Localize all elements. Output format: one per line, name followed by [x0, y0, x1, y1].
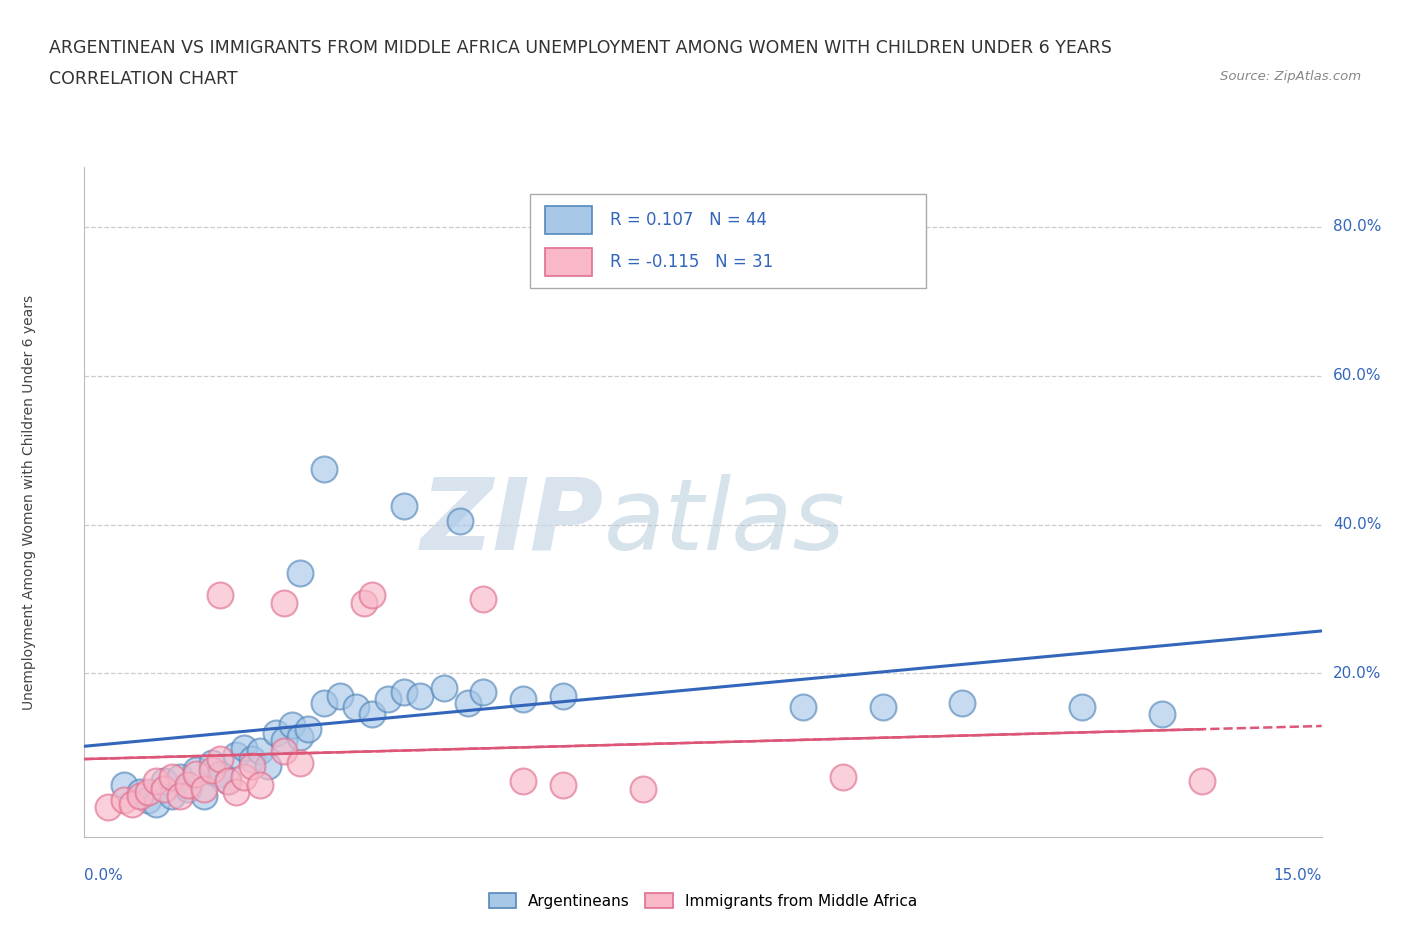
Point [512, 774, 534, 789]
Point [360, 588, 382, 603]
Point [225, 785, 247, 800]
Text: ARGENTINEAN VS IMMIGRANTS FROM MIDDLE AFRICA UNEMPLOYMENT AMONG WOMEN WITH CHILD: ARGENTINEAN VS IMMIGRANTS FROM MIDDLE AF… [49, 39, 1112, 57]
FancyBboxPatch shape [544, 206, 592, 234]
Point [121, 796, 143, 811]
Point [169, 789, 191, 804]
Point [377, 692, 399, 707]
Point [169, 770, 191, 785]
Text: 40.0%: 40.0% [1333, 517, 1381, 532]
Point [153, 781, 176, 796]
Point [184, 763, 207, 777]
Point [217, 774, 239, 789]
Text: ZIP: ZIP [420, 473, 605, 571]
Point [553, 777, 575, 792]
Point [831, 770, 853, 785]
Text: CORRELATION CHART: CORRELATION CHART [49, 70, 238, 87]
Point [344, 699, 367, 714]
Point [112, 792, 135, 807]
Point [249, 777, 271, 792]
Point [472, 684, 495, 699]
Point [512, 692, 534, 707]
Point [392, 684, 415, 699]
Point [160, 770, 183, 785]
Point [408, 688, 430, 703]
Point [209, 751, 232, 766]
Point [631, 781, 654, 796]
Text: R = 0.107   N = 44: R = 0.107 N = 44 [610, 211, 768, 230]
FancyBboxPatch shape [530, 194, 925, 288]
Point [160, 789, 183, 804]
Point [177, 777, 200, 792]
Point [177, 781, 200, 796]
Text: R = -0.115   N = 31: R = -0.115 N = 31 [610, 253, 773, 271]
Text: Unemployment Among Women with Children Under 6 years: Unemployment Among Women with Children U… [21, 295, 35, 710]
Point [288, 755, 311, 770]
Point [329, 688, 352, 703]
Point [201, 763, 224, 777]
Point [360, 707, 382, 722]
Point [288, 565, 311, 580]
Point [392, 498, 415, 513]
Point [184, 766, 207, 781]
Point [249, 744, 271, 759]
Point [217, 774, 239, 789]
Point [153, 774, 176, 789]
Point [193, 781, 215, 796]
Text: 0.0%: 0.0% [84, 868, 124, 883]
FancyBboxPatch shape [544, 247, 592, 275]
Point [209, 766, 232, 781]
Point [457, 696, 479, 711]
Point [129, 789, 152, 804]
Point [312, 696, 335, 711]
Point [792, 699, 814, 714]
Point [312, 461, 335, 476]
Point [145, 774, 167, 789]
Point [264, 725, 287, 740]
Point [1150, 707, 1173, 722]
Point [225, 748, 247, 763]
Point [297, 722, 319, 737]
Point [136, 785, 159, 800]
Point [273, 595, 295, 610]
Point [288, 729, 311, 744]
Point [209, 588, 232, 603]
Point [240, 759, 263, 774]
Point [472, 591, 495, 606]
Text: 80.0%: 80.0% [1333, 219, 1381, 234]
Point [273, 733, 295, 748]
Point [353, 595, 375, 610]
Text: 15.0%: 15.0% [1274, 868, 1322, 883]
Point [233, 770, 256, 785]
Point [449, 513, 471, 528]
Point [273, 744, 295, 759]
Point [872, 699, 894, 714]
Point [1071, 699, 1094, 714]
Point [553, 688, 575, 703]
Point [201, 755, 224, 770]
Point [112, 777, 135, 792]
Point [432, 681, 454, 696]
Text: 60.0%: 60.0% [1333, 368, 1381, 383]
Text: atlas: atlas [605, 473, 845, 571]
Text: 20.0%: 20.0% [1333, 666, 1381, 681]
Point [129, 785, 152, 800]
Text: Source: ZipAtlas.com: Source: ZipAtlas.com [1220, 70, 1361, 83]
Point [136, 792, 159, 807]
Point [193, 789, 215, 804]
Point [97, 800, 120, 815]
Point [952, 696, 974, 711]
Point [257, 759, 280, 774]
Point [281, 718, 304, 733]
Point [145, 796, 167, 811]
Legend: Argentineans, Immigrants from Middle Africa: Argentineans, Immigrants from Middle Afr… [482, 886, 924, 915]
Point [1191, 774, 1213, 789]
Point [233, 740, 256, 755]
Point [240, 751, 263, 766]
